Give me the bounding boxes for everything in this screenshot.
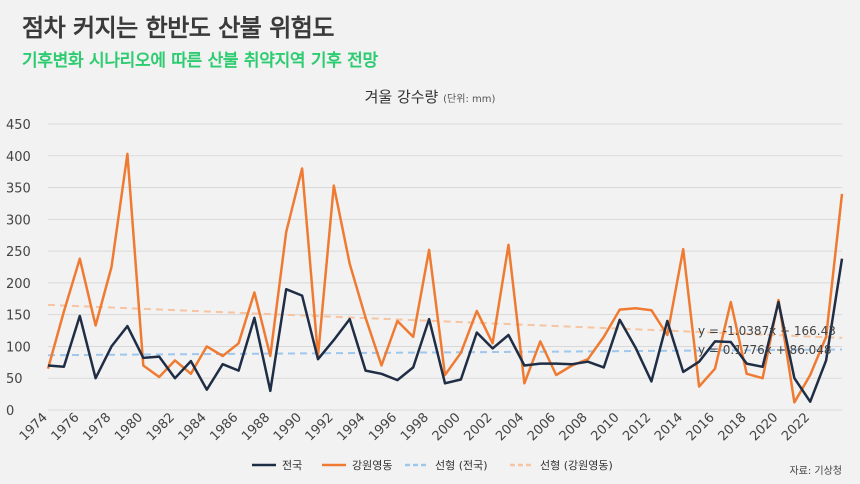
chart-title-text: 겨울 강수량 bbox=[364, 88, 439, 106]
x-tick-label: 1996 bbox=[366, 410, 400, 444]
page-title: 점차 커지는 한반도 산불 위험도 bbox=[22, 14, 334, 42]
y-tick-label: 0 bbox=[6, 404, 14, 419]
trendline-1 bbox=[47, 303, 843, 339]
series-line-0 bbox=[47, 258, 844, 403]
legend-label: 선형 (전국) bbox=[435, 459, 488, 472]
x-tick-label: 1976 bbox=[49, 410, 83, 444]
series-line-1 bbox=[46, 152, 844, 404]
x-tick-label: 1980 bbox=[112, 410, 146, 444]
x-tick-label: 2008 bbox=[557, 410, 591, 444]
x-tick-label: 1990 bbox=[271, 410, 305, 444]
x-tick-label: 1978 bbox=[80, 410, 114, 444]
x-tick-label: 1994 bbox=[334, 410, 368, 444]
y-tick-label: 50 bbox=[6, 372, 23, 387]
trendline-0 bbox=[47, 348, 843, 357]
trend-equation: y = -1.0387x + 166.43 bbox=[698, 324, 836, 338]
x-tick-label: 2016 bbox=[684, 410, 718, 444]
x-tick-label: 1982 bbox=[144, 410, 178, 444]
legend-label: 강원영동 bbox=[352, 459, 392, 472]
x-tick-label: 1998 bbox=[398, 410, 432, 444]
y-tick-label: 400 bbox=[6, 150, 31, 165]
chart-unit: (단위: mm) bbox=[443, 94, 496, 105]
x-tick-label: 2002 bbox=[461, 410, 495, 444]
legend-label: 전국 bbox=[282, 459, 302, 472]
y-tick-label: 450 bbox=[6, 118, 31, 133]
x-tick-label: 1992 bbox=[303, 410, 337, 444]
y-tick-label: 350 bbox=[6, 182, 31, 197]
x-tick-label: 2018 bbox=[716, 410, 750, 444]
y-tick-label: 100 bbox=[6, 340, 31, 355]
page-subtitle: 기후변화 시나리오에 따른 산불 취약지역 기후 전망 bbox=[22, 51, 378, 71]
trend-equation: y = 0.1776x + 86.048 bbox=[698, 343, 832, 357]
y-tick-label: 300 bbox=[6, 213, 31, 228]
x-tick-label: 2006 bbox=[525, 410, 559, 444]
x-tick-label: 2010 bbox=[589, 410, 623, 444]
y-tick-label: 150 bbox=[6, 309, 31, 324]
chart-title: 겨울 강수량 (단위: mm) bbox=[0, 86, 860, 107]
x-tick-label: 1986 bbox=[207, 410, 241, 444]
x-tick-label: 2020 bbox=[747, 410, 781, 444]
x-tick-label: 1988 bbox=[239, 410, 273, 444]
x-tick-label: 2000 bbox=[430, 410, 464, 444]
x-tick-label: 1974 bbox=[17, 410, 51, 444]
x-tick-label: 2014 bbox=[652, 410, 686, 444]
x-tick-label: 2022 bbox=[779, 410, 813, 444]
x-tick-label: 1984 bbox=[176, 410, 210, 444]
source-note: 자료: 기상청 bbox=[789, 466, 842, 477]
x-tick-label: 2012 bbox=[620, 410, 654, 444]
y-tick-label: 250 bbox=[6, 245, 31, 260]
legend-label: 선형 (강원영동) bbox=[540, 459, 613, 472]
y-tick-label: 200 bbox=[6, 277, 31, 292]
x-tick-label: 2004 bbox=[493, 410, 527, 444]
